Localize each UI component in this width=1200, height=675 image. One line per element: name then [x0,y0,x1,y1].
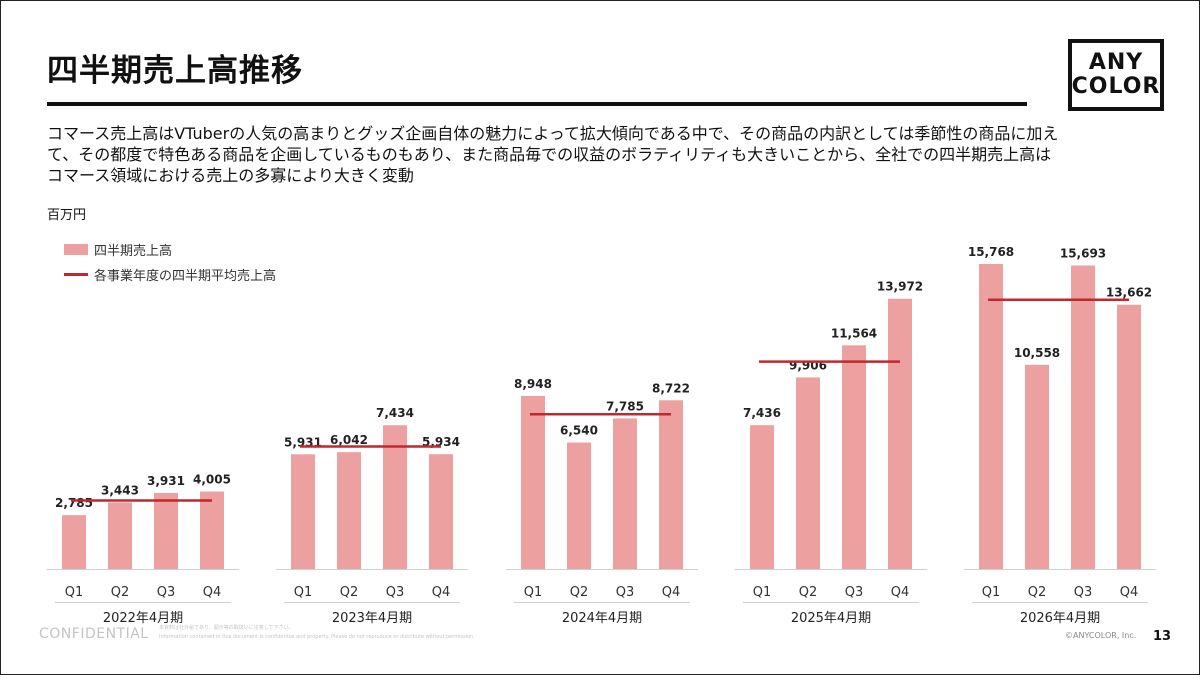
fiscal-year-label: 2024年4月期 [562,611,642,626]
footer-note: 本資料は社外秘であり、開示等の取扱いに注意して下さい。 Information … [159,624,475,642]
copyright: ©ANYCOLOR, Inc. [1065,631,1137,640]
logo-line-1: ANY [1088,50,1144,75]
legend-line-label: 各事業年度の四半期平均売上高 [94,269,277,284]
bar [888,298,912,569]
bar-value-label: 7,434 [376,406,414,420]
fiscal-year-label: 2026年4月期 [1020,611,1100,626]
bar-value-label: 8,948 [514,377,552,391]
legend-line-entry: 各事業年度の四半期平均売上高 [64,262,276,287]
bar-value-label: 2,785 [55,496,93,510]
legend-bar-entry: 四半期売上高 [64,237,276,262]
bar [842,345,866,569]
quarter-tick-label: Q4 [662,585,681,600]
quarter-tick-label: Q4 [203,585,222,600]
bar [567,442,591,569]
bar [62,515,86,569]
legend-bar-swatch [64,244,88,255]
bar-value-label: 6,540 [560,423,598,437]
chart-legend: 四半期売上高 各事業年度の四半期平均売上高 [64,237,276,287]
bar [383,425,407,569]
quarter-tick-label: Q2 [340,585,359,600]
bar-value-label: 10,558 [1014,346,1060,360]
quarter-tick-label: Q4 [891,585,910,600]
bar [659,400,683,569]
description-line-1: コマース売上高はVTuberの人気の高まりとグッズ企画自体の魅力によって拡大傾向… [47,124,1059,143]
bar [613,418,637,569]
fiscal-year-label: 2022年4月期 [103,611,183,626]
quarter-tick-label: Q3 [386,585,405,600]
bar [200,491,224,569]
bar-value-label: 15,768 [968,245,1014,259]
page-number: 13 [1153,629,1172,644]
quarter-tick-label: Q2 [570,585,589,600]
legend-bar-label: 四半期売上高 [94,244,173,259]
description-line-2: て、その都度で特色ある商品を企画しているものもあり、また商品毎での収益のボラティ… [47,145,1052,164]
quarter-tick-label: Q2 [1028,585,1047,600]
bar-value-label: 6,042 [330,433,368,447]
quarter-tick-label: Q1 [982,585,1001,600]
quarter-tick-label: Q3 [845,585,864,600]
bar [1071,265,1095,569]
quarter-tick-label: Q4 [1120,585,1139,600]
bar [429,454,453,569]
legend-line-swatch [64,273,88,276]
bar-value-label: 3,931 [147,474,185,488]
bar [796,377,820,569]
quarter-tick-label: Q1 [65,585,84,600]
quarter-tick-label: Q2 [111,585,130,600]
bar-value-label: 13,662 [1106,286,1152,300]
quarter-tick-label: Q3 [157,585,176,600]
bar-value-label: 11,564 [831,326,877,340]
quarter-tick-label: Q1 [753,585,772,600]
quarter-tick-label: Q4 [432,585,451,600]
bar-value-label: 7,785 [606,399,644,413]
quarter-tick-label: Q1 [524,585,543,600]
bar-value-label: 15,693 [1060,246,1106,260]
bar [108,502,132,569]
footer-note-line-2: Information contained in this document i… [159,634,475,640]
bar [1025,364,1049,569]
confidential-label: CONFIDENTIAL [39,626,149,642]
page-title: 四半期売上高推移 [47,53,303,89]
bar-value-label: 4,005 [193,473,231,487]
bar [979,264,1003,569]
quarter-tick-label: Q3 [1074,585,1093,600]
description-line-3: コマース領域における売上の多寡により大きく変動 [47,166,414,185]
bar-value-label: 7,436 [743,406,781,420]
unit-label: 百万円 [47,208,87,223]
quarter-tick-label: Q1 [294,585,313,600]
title-underline [47,102,1027,106]
bar-value-label: 8,722 [652,381,690,395]
quarter-tick-label: Q3 [616,585,635,600]
bar-value-label: 13,972 [877,280,923,294]
bar [1117,304,1141,569]
bar [291,454,315,569]
footer-note-line-1: 本資料は社外秘であり、開示等の取扱いに注意して下さい。 [159,625,294,631]
anycolor-logo: ANY COLOR [1068,39,1164,111]
bar [337,452,361,569]
description: コマース売上高はVTuberの人気の高まりとグッズ企画自体の魅力によって拡大傾向… [47,123,1157,186]
quarter-tick-label: Q2 [799,585,818,600]
bar-value-label: 3,443 [101,483,139,497]
bar [750,425,774,569]
logo-line-2: COLOR [1071,74,1161,99]
fiscal-year-label: 2025年4月期 [791,611,871,626]
fiscal-year-label: 2023年4月期 [332,611,412,626]
bar [521,395,545,569]
bar [154,492,178,569]
